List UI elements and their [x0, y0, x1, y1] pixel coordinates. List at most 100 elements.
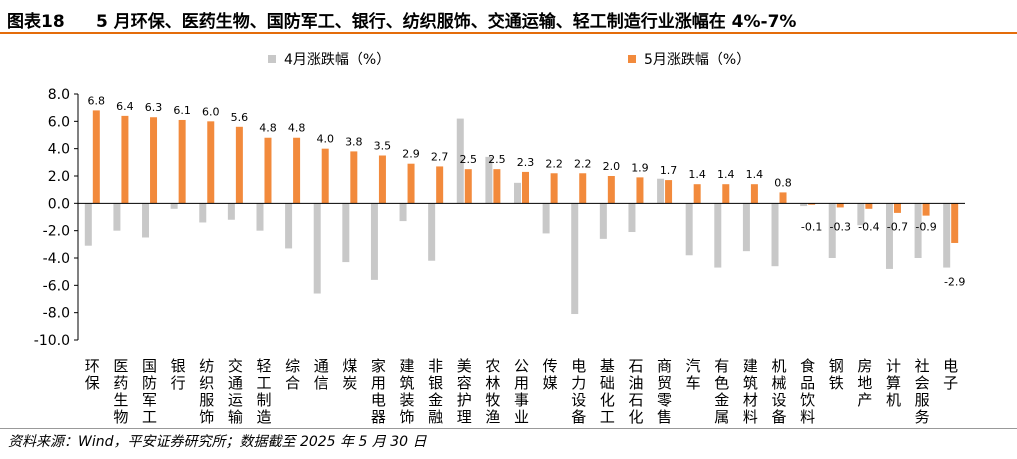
- data-label-may-14: 2.5: [488, 153, 506, 166]
- bar-april-2: [142, 203, 150, 238]
- category-label-18-2: 化: [600, 391, 615, 409]
- data-label-may-11: 2.9: [402, 148, 420, 161]
- bar-may-30: [951, 203, 959, 243]
- category-label-4-0: 纺: [199, 357, 214, 375]
- bar-may-25: [808, 203, 816, 205]
- data-label-may-21: 1.4: [688, 168, 706, 181]
- category-label-14-3: 渔: [485, 408, 500, 426]
- figure-title: 5 月环保、医药生物、国防军工、银行、纺织服饰、交通运输、轻工制造行业涨幅在 4…: [96, 12, 797, 32]
- category-label-27-2: 产: [857, 391, 872, 409]
- bar-april-9: [342, 203, 350, 263]
- category-label-28-1: 算: [886, 374, 901, 392]
- bar-april-30: [943, 203, 951, 268]
- data-label-may-12: 2.7: [431, 150, 449, 163]
- bar-april-4: [199, 203, 207, 223]
- data-label-may-1: 6.4: [116, 100, 134, 113]
- bar-april-21: [685, 203, 693, 256]
- bar-may-12: [436, 166, 444, 204]
- category-label-6-2: 制: [256, 391, 271, 409]
- data-label-may-2: 6.3: [145, 101, 163, 114]
- data-label-may-26: -0.3: [830, 220, 851, 233]
- figure-label: 图表18: [7, 12, 65, 32]
- bar-april-12: [428, 203, 436, 261]
- footer-rule: [0, 428, 1017, 429]
- category-label-11-0: 建: [400, 357, 415, 375]
- category-label-21-1: 车: [686, 374, 701, 392]
- category-label-19-3: 化: [628, 408, 643, 426]
- category-label-12-2: 金: [428, 391, 443, 409]
- legend-swatch-april: [268, 55, 276, 63]
- category-label-6-3: 造: [256, 408, 271, 426]
- bar-april-16: [542, 203, 550, 234]
- bar-chart: 8.0 6.0 4.0 2.0 0.0 -2.0 -4.0 -6.0 -8.0 -10.0 6.8 环…: [34, 87, 966, 426]
- bar-april-28: [885, 203, 893, 269]
- bar-april-23: [742, 203, 750, 252]
- bar-may-1: [121, 115, 129, 204]
- bar-may-15: [522, 171, 529, 204]
- bar-april-26: [828, 203, 836, 258]
- bar-may-23: [750, 184, 758, 204]
- category-label-8-0: 通: [314, 357, 329, 375]
- bar-may-7: [293, 137, 301, 204]
- data-label-may-17: 2.2: [574, 157, 592, 170]
- category-label-24-0: 机: [772, 357, 787, 375]
- category-label-19-2: 石: [628, 391, 643, 409]
- category-label-2-3: 工: [142, 408, 157, 426]
- data-label-may-23: 1.4: [746, 168, 764, 181]
- category-label-23-3: 料: [743, 408, 758, 426]
- bar-may-4: [207, 121, 215, 204]
- category-label-9-1: 炭: [342, 374, 357, 392]
- category-label-21-0: 汽: [686, 357, 701, 375]
- data-label-may-5: 5.6: [231, 111, 249, 124]
- category-label-17-3: 备: [571, 408, 586, 426]
- category-label-27-0: 房: [857, 357, 872, 375]
- category-label-15-2: 事: [514, 391, 529, 409]
- data-label-may-7: 4.8: [288, 122, 306, 135]
- category-label-16-1: 媒: [543, 374, 558, 392]
- bar-may-22: [722, 184, 730, 204]
- category-label-17-1: 力: [571, 374, 586, 392]
- bar-april-22: [714, 203, 722, 268]
- category-label-5-3: 输: [228, 408, 243, 426]
- category-label-1-0: 医: [113, 357, 128, 375]
- bar-may-11: [407, 163, 415, 204]
- category-label-19-1: 油: [628, 374, 643, 392]
- category-label-0-0: 环: [85, 357, 100, 375]
- data-label-may-30: -2.9: [944, 276, 965, 289]
- category-label-25-0: 食: [800, 357, 815, 375]
- category-label-10-1: 用: [371, 374, 386, 392]
- y-tick-label: -2.0: [43, 224, 70, 240]
- category-label-6-0: 轻: [256, 357, 271, 375]
- bar-april-14: [485, 156, 493, 204]
- category-label-11-3: 饰: [400, 408, 415, 426]
- category-label-1-3: 物: [113, 408, 128, 426]
- category-label-1-2: 生: [113, 391, 128, 409]
- category-label-15-1: 用: [514, 374, 529, 392]
- bar-may-24: [779, 192, 787, 204]
- category-label-19-0: 石: [628, 357, 643, 375]
- bar-april-17: [571, 203, 579, 315]
- bar-april-27: [857, 203, 865, 226]
- category-label-2-2: 军: [142, 391, 157, 409]
- bar-april-20: [657, 178, 665, 204]
- y-tick-label: 6.0: [48, 114, 70, 130]
- category-label-15-3: 业: [514, 408, 529, 426]
- category-label-23-1: 筑: [743, 374, 758, 392]
- category-label-23-2: 材: [743, 391, 758, 409]
- category-label-6-1: 工: [256, 374, 271, 392]
- category-label-18-0: 基: [600, 357, 615, 375]
- legend-label-april: 4月涨跌幅（%）: [284, 52, 391, 68]
- category-label-29-2: 服: [915, 391, 930, 409]
- bar-may-27: [865, 203, 873, 209]
- bar-april-19: [628, 203, 636, 233]
- category-label-4-1: 织: [199, 374, 214, 392]
- category-label-2-1: 防: [142, 374, 157, 392]
- bar-april-29: [914, 203, 922, 258]
- bar-may-6: [264, 137, 272, 204]
- bar-may-28: [893, 203, 901, 213]
- category-label-9-0: 煤: [342, 357, 357, 375]
- y-tick-label: 2.0: [48, 169, 70, 185]
- bar-april-5: [227, 203, 235, 220]
- category-label-12-0: 非: [428, 357, 443, 375]
- category-label-22-0: 有: [714, 357, 729, 375]
